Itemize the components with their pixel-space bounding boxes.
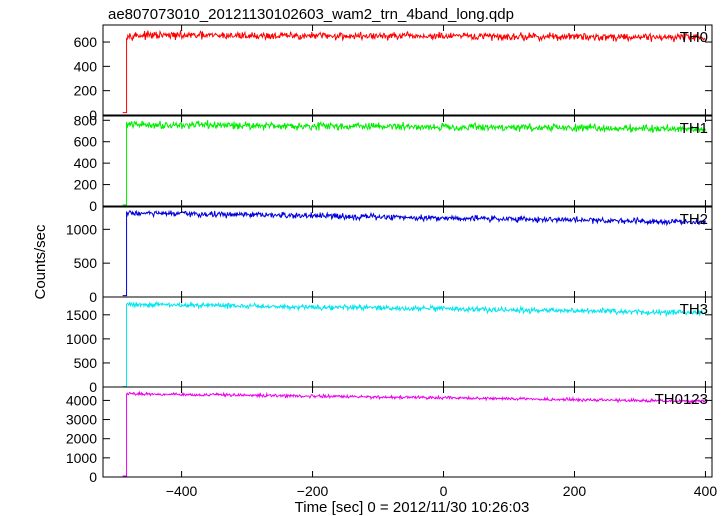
light-curve-th1 xyxy=(122,120,706,206)
y-tick-label: 0 xyxy=(89,107,97,123)
y-tick-label: 1000 xyxy=(66,221,97,237)
y-axis-label: Counts/sec xyxy=(32,224,49,300)
y-tick-label: 1000 xyxy=(66,331,97,347)
panel-label-th2: TH2 xyxy=(680,211,708,228)
y-tick-label: 3000 xyxy=(66,412,97,428)
y-tick-label: 0 xyxy=(89,379,97,395)
y-tick-label: 400 xyxy=(74,58,98,74)
y-tick-label: 1000 xyxy=(66,450,97,466)
x-tick-label: 200 xyxy=(563,483,587,499)
panel-frame-th2 xyxy=(102,206,713,298)
panel-frame-th0 xyxy=(102,24,713,116)
light-curve-th0 xyxy=(122,29,706,114)
y-tick-label: 200 xyxy=(74,177,98,193)
x-tick-label: −400 xyxy=(166,483,198,499)
y-tick-label: 0 xyxy=(89,289,97,305)
x-tick-label: −200 xyxy=(297,483,329,499)
x-tick-label: 0 xyxy=(440,483,448,499)
x-axis-label: Time [sec] 0 = 2012/11/30 10:26:03 xyxy=(295,499,530,516)
panel-frame-th0123 xyxy=(102,386,713,478)
y-tick-label: 0 xyxy=(89,198,97,214)
y-tick-label: 600 xyxy=(74,34,98,50)
y-tick-label: 400 xyxy=(74,155,98,171)
y-tick-label: 2000 xyxy=(66,431,97,447)
y-tick-label: 500 xyxy=(74,255,98,271)
panel-label-th3: TH3 xyxy=(680,301,708,318)
panels-group: 0 200 400 600 TH0 0 200 400 600 800 TH1 0 500 1000 TH2… xyxy=(66,24,718,499)
x-tick-label: 400 xyxy=(694,483,718,499)
y-tick-label: 500 xyxy=(74,355,98,371)
y-tick-label: 0 xyxy=(89,469,97,485)
panel-label-th1: TH1 xyxy=(680,120,708,137)
y-tick-label: 600 xyxy=(74,134,98,150)
panel-frame-th1 xyxy=(102,115,713,207)
light-curve-th0123 xyxy=(122,390,706,477)
light-curve-th2 xyxy=(122,209,706,297)
panel-label-th0123: TH0123 xyxy=(655,391,708,408)
light-curve-th3 xyxy=(122,300,706,388)
panel-label-th0: TH0 xyxy=(680,29,708,46)
y-tick-label: 1500 xyxy=(66,307,97,323)
chart-title: ae807073010_20121130102603_wam2_trn_4ban… xyxy=(108,6,514,23)
y-tick-label: 200 xyxy=(74,83,98,99)
y-tick-label: 800 xyxy=(74,112,98,128)
y-tick-label: 4000 xyxy=(66,392,97,408)
